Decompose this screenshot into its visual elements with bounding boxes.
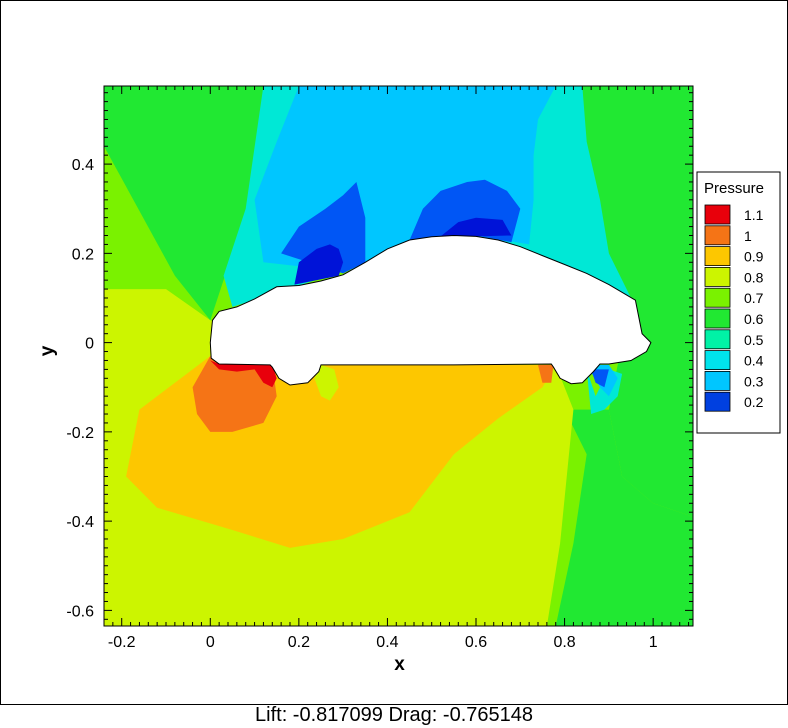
y-tick-label: -0.2 [66, 425, 94, 442]
legend-title: Pressure [704, 180, 764, 197]
pressure-contour-chart: -0.2 0 0.2 0.4 0.6 0.8 1 0.4 0.2 0 -0.2 -0.4 -0.6 x y P… [37, 85, 781, 675]
legend-swatch [704, 391, 731, 412]
legend-label: 0.6 [744, 311, 764, 327]
legend-label: 0.3 [744, 373, 764, 389]
x-tick-label: 1 [649, 634, 658, 651]
legend-label: 0.2 [744, 394, 764, 410]
contour-region-0.3 [591, 369, 609, 388]
legend-label: 0.9 [744, 249, 764, 265]
legend-label: 0.5 [744, 332, 764, 348]
x-tick-label: 0.8 [553, 634, 575, 651]
legend-label: 1.1 [744, 207, 764, 223]
contour-region-1 [538, 364, 554, 383]
legend-swatch [704, 350, 731, 371]
legend-swatch [704, 204, 731, 225]
legend-label: 0.8 [744, 269, 764, 285]
y-tick-label: 0.2 [72, 246, 94, 263]
legend-swatch [704, 246, 731, 267]
contour-region-0.6 [520, 86, 693, 517]
y-tick-label: -0.4 [66, 514, 94, 531]
legend-swatch [704, 225, 731, 246]
x-tick-label: 0 [206, 634, 215, 651]
x-tick-label: 0.4 [376, 634, 398, 651]
x-tick-label: -0.2 [108, 634, 136, 651]
legend-swatch [704, 370, 731, 391]
contour-region-0.6 [104, 86, 290, 321]
y-tick-label: -0.6 [66, 603, 94, 620]
y-axis-title: y [37, 345, 58, 356]
contour-region-1.1 [210, 360, 277, 388]
plot-frame: -0.2 0 0.2 0.4 0.6 0.8 1 0.4 0.2 0 -0.2 -0.4 -0.6 x y P… [0, 0, 788, 705]
legend-swatch [704, 287, 731, 308]
contour-region-0.2 [440, 217, 512, 237]
y-tick-label: 0.4 [72, 157, 94, 174]
plot-border [103, 85, 694, 627]
car-body-outline [209, 234, 652, 386]
x-tick-label: 0.6 [465, 634, 487, 651]
y-tick-label: 0 [85, 336, 94, 353]
legend-label: 0.4 [744, 353, 764, 369]
lift-drag-readout: Lift: -0.817099 Drag: -0.765148 [255, 704, 533, 726]
legend-swatch [704, 308, 731, 329]
x-tick-label: 0.2 [288, 634, 310, 651]
contour-region-0.6 [555, 409, 693, 626]
contour-fill-group [104, 86, 693, 626]
legend-swatch [704, 266, 731, 287]
contour-region-0.8 [314, 364, 339, 401]
contour-region-0.2 [294, 244, 344, 285]
legend-label: 0.7 [744, 290, 764, 306]
contour-region-0.3 [281, 182, 366, 274]
legend-swatch [704, 329, 731, 350]
x-axis-title: x [394, 654, 405, 675]
contour-region-1 [192, 356, 277, 432]
legend-label: 1 [744, 228, 752, 244]
